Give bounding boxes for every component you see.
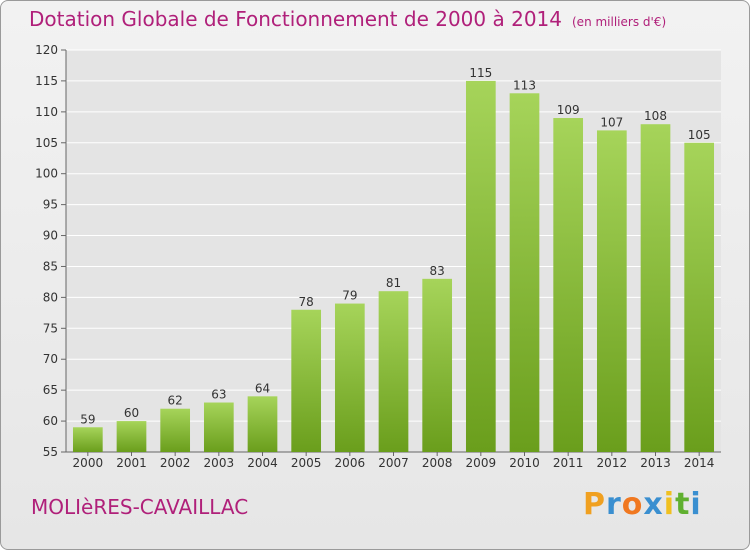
bar [422, 278, 453, 452]
bar-value-label: 63 [211, 388, 226, 402]
bar [640, 124, 671, 452]
y-tick-label: 65 [43, 383, 58, 397]
logo-letter: P [583, 487, 606, 522]
bar-value-label: 108 [644, 109, 667, 123]
bar [116, 421, 147, 452]
bar [684, 142, 715, 452]
bar [291, 309, 322, 452]
x-tick-label: 2005 [291, 456, 322, 470]
x-tick-label: 2000 [73, 456, 104, 470]
x-tick-label: 2011 [553, 456, 584, 470]
x-tick-label: 2014 [684, 456, 715, 470]
bar-value-label: 105 [688, 128, 711, 142]
y-tick-label: 110 [35, 105, 58, 119]
chart-title: Dotation Globale de Fonctionnement de 20… [29, 7, 666, 31]
x-tick-label: 2013 [640, 456, 671, 470]
bar-value-label: 60 [124, 406, 139, 420]
y-tick-label: 100 [35, 167, 58, 181]
bar [553, 118, 584, 453]
y-tick-label: 105 [35, 136, 58, 150]
x-tick-label: 2006 [335, 456, 366, 470]
bar [596, 130, 627, 452]
bar [203, 402, 234, 452]
bar [72, 427, 103, 452]
y-tick-label: 75 [43, 321, 58, 335]
x-tick-label: 2004 [247, 456, 278, 470]
chart-title-text: Dotation Globale de Fonctionnement de 20… [29, 7, 562, 31]
proxiti-logo: Proxiti [583, 487, 702, 522]
bar-value-label: 109 [557, 103, 580, 117]
bar [160, 408, 191, 452]
x-tick-label: 2002 [160, 456, 191, 470]
bar [334, 303, 365, 452]
chart-subtitle: (en milliers d'€) [572, 15, 667, 29]
bar-value-label: 81 [386, 276, 401, 290]
x-tick-label: 2012 [597, 456, 628, 470]
y-tick-label: 85 [43, 259, 58, 273]
bar-value-label: 59 [80, 412, 95, 426]
x-tick-label: 2001 [116, 456, 147, 470]
y-tick-label: 55 [43, 445, 58, 459]
bar-value-label: 79 [342, 289, 357, 303]
logo-letter: x [643, 487, 664, 522]
bar-value-label: 107 [600, 115, 623, 129]
x-tick-label: 2008 [422, 456, 453, 470]
bar-value-label: 78 [299, 295, 314, 309]
bar-value-label: 115 [469, 66, 492, 80]
y-tick-label: 70 [43, 352, 58, 366]
commune-name: MOLIèRES-CAVAILLAC [31, 495, 249, 519]
bar [465, 80, 496, 452]
x-tick-label: 2003 [204, 456, 235, 470]
y-tick-label: 120 [35, 43, 58, 57]
bar-value-label: 83 [430, 264, 445, 278]
logo-letter: o [621, 487, 644, 522]
y-tick-label: 60 [43, 414, 58, 428]
x-tick-label: 2010 [509, 456, 540, 470]
bar-value-label: 113 [513, 78, 536, 92]
logo-letter: t [675, 487, 691, 522]
logo-letter: r [606, 487, 622, 522]
y-tick-label: 80 [43, 290, 58, 304]
bar-value-label: 62 [168, 394, 183, 408]
bar-value-label: 64 [255, 381, 270, 395]
bar [378, 291, 409, 452]
y-tick-label: 115 [35, 74, 58, 88]
logo-letter: i [663, 487, 676, 522]
bar [509, 93, 540, 453]
y-tick-label: 90 [43, 229, 58, 243]
bar [247, 396, 278, 452]
x-tick-label: 2007 [378, 456, 409, 470]
y-tick-label: 95 [43, 198, 58, 212]
logo-letter: i [690, 487, 702, 522]
x-tick-label: 2009 [466, 456, 497, 470]
